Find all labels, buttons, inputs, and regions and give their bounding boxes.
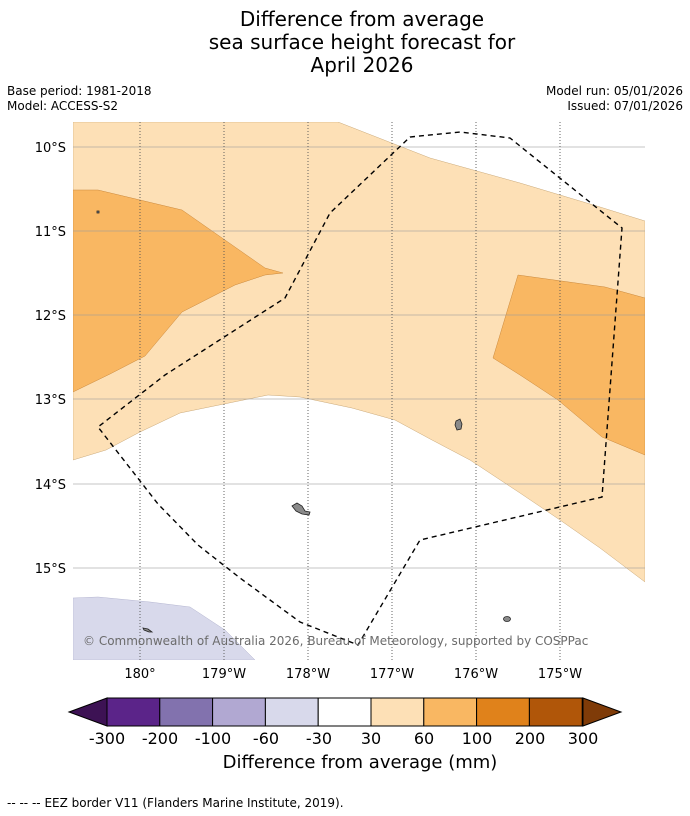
islands	[96, 210, 511, 633]
colorbar-ticks: -300 -200 -100 -60 -30 30 60 100 200 300	[89, 729, 598, 748]
colorbar-box	[212, 697, 266, 727]
island-rose-reef	[454, 418, 463, 431]
colorbar-boxes	[106, 697, 583, 727]
contour-60-100-west	[73, 189, 284, 393]
lon-labels: 180° 179°W 178°W 177°W 176°W 175°W	[124, 667, 582, 682]
title-line-1: Difference from average	[239, 7, 485, 31]
lon-label-179w: 179°W	[202, 667, 246, 682]
lon-label-178w: 178°W	[286, 667, 330, 682]
colorbar-extend-low	[67, 697, 108, 727]
lon-label-175w: 175°W	[538, 667, 582, 682]
island-futuna	[503, 616, 511, 622]
map-area: © Commonwealth of Australia 2026, Bureau…	[73, 122, 645, 660]
colorbar-box	[423, 697, 478, 727]
colorbar-tick: 60	[414, 729, 434, 748]
contour-neg30-neg60	[73, 596, 256, 660]
lat-label-14s: 14°S	[35, 478, 66, 493]
island-wallis	[291, 502, 311, 516]
lat-label-11s: 11°S	[35, 225, 66, 240]
issued-date: Issued: 07/01/2026	[567, 99, 683, 113]
colorbar-title: Difference from average (mm)	[222, 752, 498, 773]
lat-label-15s: 15°S	[35, 562, 66, 577]
colorbar-tick: 300	[568, 729, 599, 748]
colorbar-box	[106, 697, 161, 727]
parallels	[73, 146, 645, 569]
colorbar-tick: -60	[253, 729, 279, 748]
model-name: Model: ACCESS-S2	[7, 99, 119, 113]
colorbar-box	[264, 697, 319, 727]
title-line-2: sea surface height forecast for	[208, 30, 516, 54]
colorbar-box	[317, 697, 372, 727]
colorbar-box	[528, 697, 583, 727]
title-line-3: April 2026	[310, 53, 414, 77]
colorbar-box	[159, 697, 214, 727]
lon-label-177w: 177°W	[370, 667, 414, 682]
colorbar-tick: 200	[515, 729, 546, 748]
colorbar-tick: -100	[195, 729, 231, 748]
eez-legend-text: EEZ border V11 (Flanders Marine Institut…	[44, 796, 344, 810]
chart-title: Difference from average sea surface heig…	[0, 8, 690, 77]
colorbar-extend-high	[582, 697, 623, 727]
base-period: Base period: 1981-2018	[7, 84, 152, 98]
colorbar-tick: 30	[361, 729, 381, 748]
colorbar-box	[370, 697, 425, 727]
meta-left: Base period: 1981-2018 Model: ACCESS-S2	[7, 84, 152, 114]
lat-label-10s: 10°S	[35, 141, 66, 156]
colorbar-tick: -30	[306, 729, 332, 748]
model-run: Model run: 05/01/2026	[545, 84, 683, 98]
lat-label-12s: 12°S	[35, 309, 66, 324]
island-north-west	[96, 210, 100, 214]
eez-border	[97, 131, 623, 646]
colorbar-tick: -200	[142, 729, 178, 748]
lat-label-13s: 13°S	[35, 393, 66, 408]
colorbar-tick: 100	[462, 729, 493, 748]
lon-label-176w: 176°W	[454, 667, 498, 682]
copyright-text: © Commonwealth of Australia 2026, Bureau…	[83, 634, 588, 648]
colorbar-box	[476, 697, 530, 727]
colorbar-tick: -300	[89, 729, 125, 748]
eez-legend-symbol: -- -- --	[7, 796, 41, 810]
colorbar: -300 -200 -100 -60 -30 30 60 100 200 300	[67, 697, 623, 748]
contour-60-100-east	[492, 274, 645, 456]
lat-labels: 10°S 11°S 12°S 13°S 14°S 15°S	[35, 141, 66, 577]
footer-legend: -- -- -- EEZ border V11 (Flanders Marine…	[7, 796, 344, 810]
meta-right: Model run: 05/01/2026 Issued: 07/01/2026	[546, 84, 683, 114]
lon-label-180: 180°	[124, 667, 155, 682]
island-south-west	[142, 627, 154, 633]
